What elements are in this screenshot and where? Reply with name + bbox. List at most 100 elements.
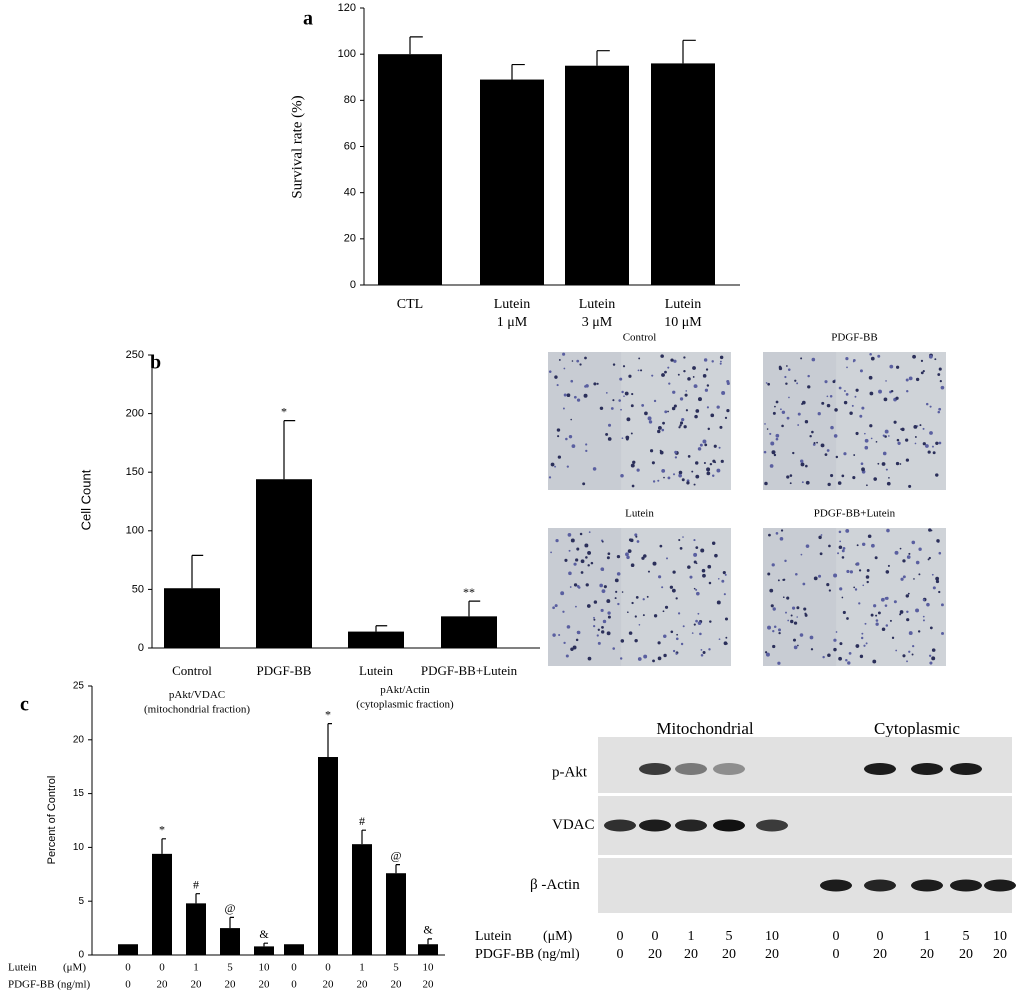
y-tick-label: 25 <box>73 681 85 692</box>
condition-value: 1 <box>193 962 199 974</box>
cell <box>667 410 669 413</box>
cell <box>567 533 572 537</box>
blot-condition-value: 0 <box>833 929 840 944</box>
cell <box>596 382 599 385</box>
cell <box>601 625 604 629</box>
cell <box>770 604 774 608</box>
cell <box>830 425 834 430</box>
cell <box>627 549 632 554</box>
cell <box>593 600 598 604</box>
bar <box>318 757 338 955</box>
cell <box>820 534 823 536</box>
cell <box>920 371 924 375</box>
micrograph-shade <box>621 352 731 490</box>
bar <box>284 944 304 955</box>
blot-row-label: β -Actin <box>530 877 580 893</box>
cell <box>800 357 803 360</box>
blot-condition-value: 1 <box>688 929 695 944</box>
blot-condition-value: 10 <box>993 929 1007 944</box>
cell <box>597 641 601 645</box>
cell <box>911 653 914 656</box>
cell <box>708 581 712 585</box>
cell <box>835 631 838 633</box>
cell <box>902 559 906 563</box>
cell <box>895 649 898 652</box>
cell <box>683 356 686 359</box>
condition-value: 0 <box>125 979 131 991</box>
bar <box>152 853 172 955</box>
cell <box>651 374 654 377</box>
x-tick-label: Lutein 1 μM <box>494 297 531 330</box>
cell <box>869 391 874 396</box>
cell <box>570 538 575 543</box>
blot-band <box>639 763 671 775</box>
y-axis-label: Cell Count <box>78 469 93 530</box>
cell <box>875 440 878 443</box>
cell <box>640 369 643 372</box>
cell <box>693 587 696 590</box>
cell <box>678 426 681 429</box>
cell <box>614 578 619 583</box>
blot-condition-value: 20 <box>765 947 779 962</box>
cell <box>793 621 798 625</box>
condition-value: 0 <box>125 962 131 974</box>
cell <box>931 656 936 661</box>
cell <box>769 588 774 593</box>
cell <box>800 459 804 463</box>
cell <box>834 408 838 412</box>
cell <box>826 449 830 452</box>
cell <box>771 450 776 455</box>
cell <box>663 653 667 658</box>
cell <box>673 359 677 363</box>
cell <box>778 631 781 635</box>
cell <box>597 628 600 631</box>
cell <box>556 384 559 387</box>
cell <box>935 576 940 581</box>
cell <box>566 393 571 398</box>
bar <box>352 844 372 955</box>
cell <box>785 382 788 385</box>
cell <box>852 360 855 363</box>
cell <box>670 358 674 362</box>
significance-mark: & <box>259 927 269 941</box>
cell <box>706 384 710 387</box>
cell <box>805 480 810 485</box>
bar <box>386 873 406 955</box>
x-tick-label: Lutein 3 μM <box>579 297 616 330</box>
cell <box>725 636 728 639</box>
cell <box>906 389 909 393</box>
error-bar <box>361 829 366 845</box>
condition-value: 20 <box>423 979 435 991</box>
cell <box>871 543 875 548</box>
cell <box>706 471 711 476</box>
cell <box>785 611 787 614</box>
cell <box>803 607 807 611</box>
cell <box>700 648 703 651</box>
cell <box>622 365 626 368</box>
cell <box>804 612 807 615</box>
blot-condition-value: 5 <box>726 929 733 944</box>
cell <box>569 586 572 588</box>
cell <box>919 424 922 427</box>
cell <box>709 620 712 623</box>
micrograph <box>548 352 731 490</box>
cell <box>796 616 799 618</box>
cell <box>712 459 716 463</box>
cell <box>818 535 822 540</box>
cell <box>630 463 635 468</box>
cell <box>767 572 771 576</box>
error-bar <box>511 63 525 80</box>
cell <box>568 549 571 552</box>
cell <box>587 656 592 661</box>
cell <box>587 550 592 555</box>
cell <box>612 647 616 650</box>
micrograph-title: PDGF-BB+Lutein <box>814 508 896 520</box>
cell <box>771 563 775 567</box>
cell <box>777 661 781 665</box>
cell <box>934 358 937 361</box>
cell <box>940 603 944 607</box>
cell <box>579 363 582 366</box>
cell <box>889 364 894 369</box>
cell <box>573 583 578 587</box>
cell <box>571 444 576 449</box>
